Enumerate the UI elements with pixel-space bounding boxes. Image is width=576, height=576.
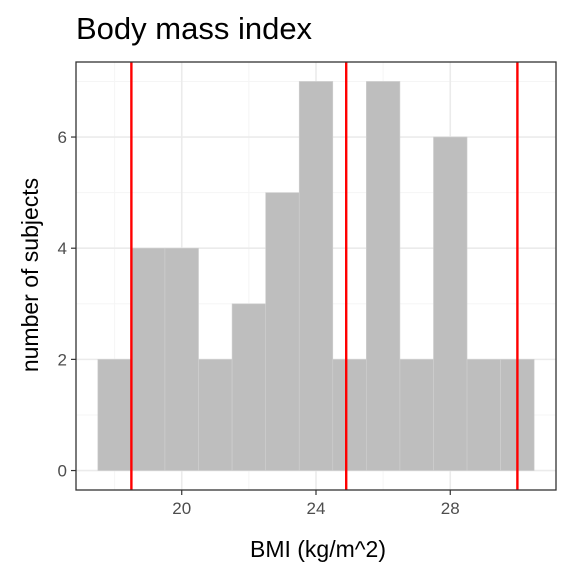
y-tick-label: 2 [58,350,67,369]
histogram-bar [164,247,199,471]
histogram-bar [198,359,233,471]
x-tick-label: 28 [441,499,460,518]
y-tick-label: 6 [58,128,67,147]
reference-lines [130,62,519,490]
y-tick-label: 4 [58,239,67,258]
histogram-bar [332,359,367,471]
x-tick-label: 20 [172,499,191,518]
x-tick-label: 24 [307,499,326,518]
chart-title: Body mass index [76,11,313,46]
histogram-bar [366,81,401,471]
histogram-bar [231,303,266,471]
histogram-bar [298,81,334,471]
histogram-bar [433,136,468,471]
histogram-bar [466,359,501,471]
y-tick-label: 0 [58,462,67,481]
histogram-bars [97,81,535,471]
x-axis-label: BMI (kg/m^2) [250,536,386,562]
histogram-bar [399,359,434,471]
histogram-bar [131,247,166,471]
histogram-bar [97,359,132,471]
y-axis-label: number of subjects [17,178,43,372]
histogram-bar [265,192,300,471]
